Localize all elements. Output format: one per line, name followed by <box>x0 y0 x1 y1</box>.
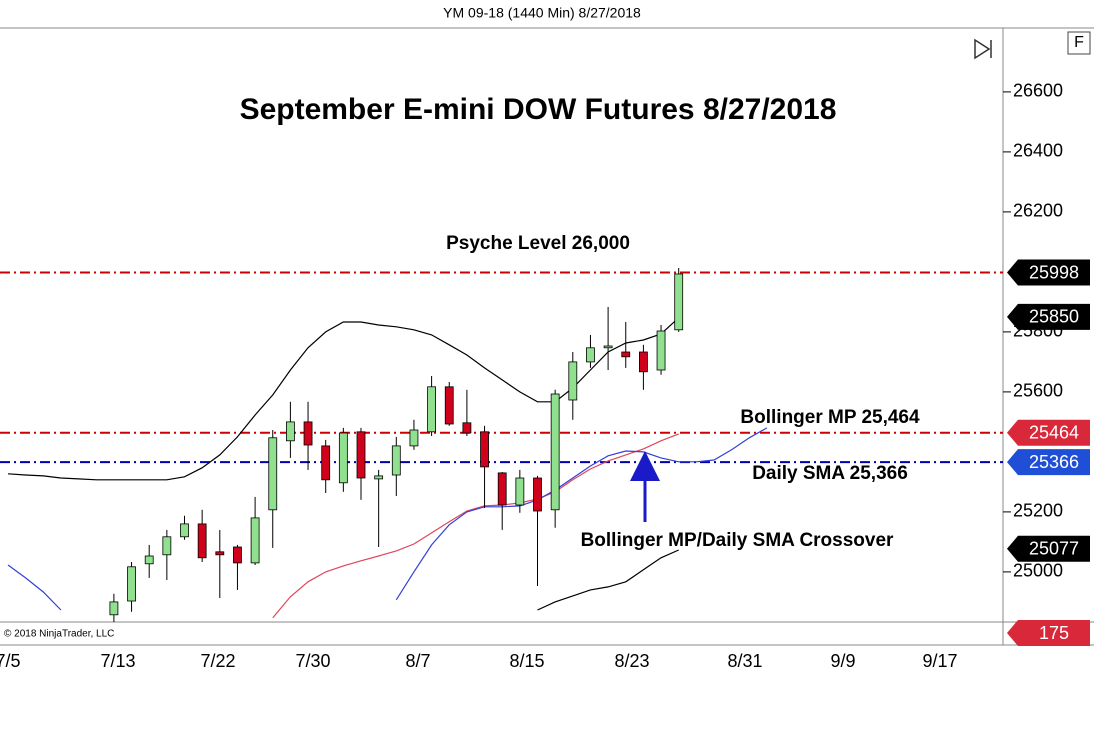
x-tick-label: 9/9 <box>830 651 855 671</box>
button-label[interactable]: F <box>1074 34 1084 51</box>
price-tag-label: 175 <box>1039 623 1069 643</box>
x-tick-label: 8/15 <box>509 651 544 671</box>
chart-title: September E-mini DOW Futures 8/27/2018 <box>240 93 837 126</box>
price-tag <box>1007 419 1090 446</box>
candle-body <box>621 351 631 358</box>
price-tag <box>1007 449 1090 476</box>
candle-body <box>444 386 454 425</box>
x-tick-label: 7/5 <box>0 651 21 671</box>
candle-body <box>321 445 331 481</box>
candle-body <box>674 273 684 331</box>
candle-body <box>338 432 348 484</box>
candle-body <box>603 345 613 349</box>
candle-body <box>144 555 154 565</box>
x-tick-label: 8/7 <box>405 651 430 671</box>
y-tick-label: 25200 <box>1013 501 1063 521</box>
price-tag-label: 25077 <box>1029 539 1079 559</box>
candle-body <box>356 431 366 479</box>
indicator-line <box>7 427 768 611</box>
annotation: Bollinger MP/Daily SMA Crossover <box>581 530 894 551</box>
candle-body <box>497 472 507 506</box>
annotation: Daily SMA 25,366 <box>752 463 908 484</box>
price-tag-label: 25850 <box>1029 307 1079 327</box>
y-tick-label: 25000 <box>1013 561 1063 581</box>
candle-body <box>568 361 578 401</box>
copyright: © 2018 NinjaTrader, LLC <box>4 629 114 640</box>
candle-body <box>656 330 666 371</box>
candle-body <box>533 477 542 512</box>
y-tick-label: 26400 <box>1013 141 1063 161</box>
x-tick-label: 9/17 <box>922 651 957 671</box>
candle-body <box>127 566 136 602</box>
indicator-line <box>7 317 680 481</box>
candle-body <box>391 445 401 476</box>
candle-body <box>462 422 472 434</box>
button[interactable] <box>1067 31 1091 55</box>
annotation: Psyche Level 26,000 <box>446 233 630 254</box>
header: YM 09-18 (1440 Min) 8/27/2018 <box>443 5 641 21</box>
x-tick-label: 8/31 <box>727 651 762 671</box>
candle-body <box>197 523 207 559</box>
candle-body <box>250 517 260 564</box>
price-tag <box>1007 303 1090 330</box>
x-tick-label: 7/22 <box>200 651 235 671</box>
candle-body <box>303 421 313 446</box>
y-tick-label: 26200 <box>1013 201 1063 221</box>
x-tick-label: 8/23 <box>614 651 649 671</box>
price-tag-label: 25464 <box>1029 422 1079 442</box>
price-tag-label: 25366 <box>1029 452 1079 472</box>
x-tick-label: 7/30 <box>295 651 330 671</box>
price-tag-label: 25998 <box>1029 262 1079 282</box>
candle-body <box>480 431 489 468</box>
candle-body <box>586 347 595 363</box>
candle-body <box>215 551 225 556</box>
price-tag <box>1007 535 1090 562</box>
candle-body <box>180 523 189 538</box>
candle-body <box>409 429 419 447</box>
candle-body <box>515 477 525 506</box>
candle-body <box>109 601 119 616</box>
play-icon[interactable] <box>974 38 992 60</box>
candle-body <box>268 437 278 511</box>
annotation: Bollinger MP 25,464 <box>740 407 920 428</box>
price-tag <box>1007 620 1090 646</box>
candle-body <box>285 421 295 442</box>
candle-body <box>427 386 437 433</box>
x-tick-label: 7/13 <box>100 651 135 671</box>
plot-area <box>0 268 1003 622</box>
y-tick-label: 25600 <box>1013 381 1063 401</box>
candle-body <box>162 536 172 556</box>
candle-body <box>233 546 242 564</box>
candle-body <box>639 351 648 373</box>
indicator-line <box>537 549 679 611</box>
price-tag <box>1007 259 1090 286</box>
indicator-line <box>272 433 679 619</box>
candle-body <box>550 393 560 511</box>
y-tick-label: 26600 <box>1013 81 1063 101</box>
candle-body <box>374 475 384 480</box>
